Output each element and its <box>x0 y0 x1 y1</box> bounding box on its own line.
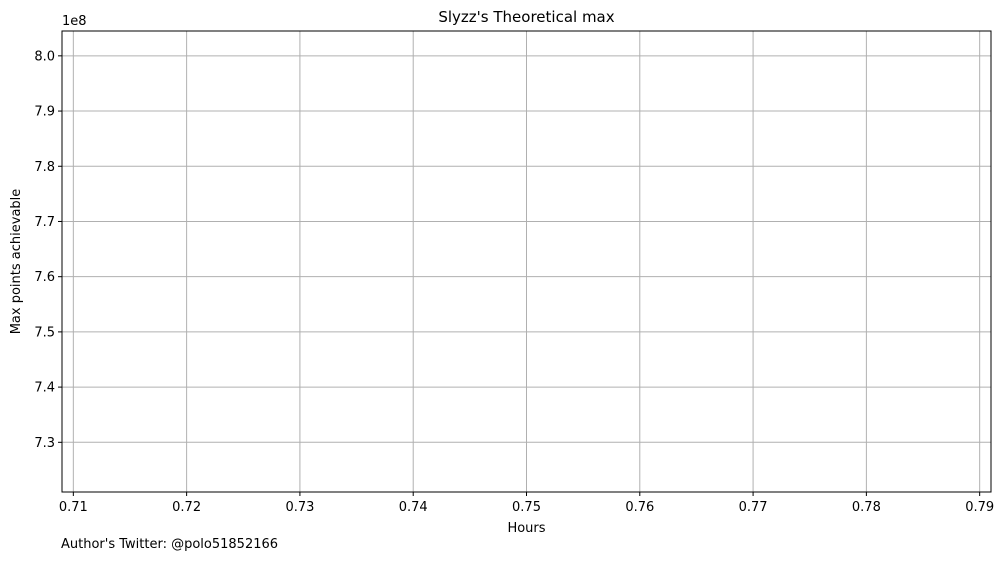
y-tick-label: 7.3 <box>34 436 55 451</box>
plot-frame <box>61 30 992 493</box>
x-tick-label: 0.74 <box>399 500 428 515</box>
author-footnote: Author's Twitter: @polo51852166 <box>61 537 279 552</box>
x-tick-label: 0.78 <box>852 500 881 515</box>
x-tick-label: 0.75 <box>512 500 541 515</box>
y-tick-label: 7.7 <box>34 215 55 230</box>
y-tick-label: 8.0 <box>34 49 55 64</box>
chart-title: Slyzz's Theoretical max <box>438 8 614 26</box>
y-tick-label: 7.5 <box>34 325 55 340</box>
y-axis-offset-text: 1e8 <box>62 14 87 29</box>
x-tick-label: 0.73 <box>285 500 314 515</box>
x-tick-label: 0.76 <box>625 500 654 515</box>
y-axis-ticks: 7.3 7.4 7.5 7.6 7.7 7.8 7.9 8.0 <box>34 49 62 451</box>
x-tick-label: 0.71 <box>59 500 88 515</box>
y-axis-title: Max points achievable <box>9 189 24 335</box>
y-tick-label: 7.8 <box>34 160 55 175</box>
grid-lines <box>62 31 991 492</box>
x-tick-label: 0.79 <box>965 500 994 515</box>
x-tick-label: 0.77 <box>739 500 768 515</box>
y-tick-label: 7.6 <box>34 270 55 285</box>
y-tick-label: 7.4 <box>34 381 55 396</box>
x-tick-label: 0.72 <box>172 500 201 515</box>
y-tick-label: 7.9 <box>34 105 55 120</box>
x-axis-ticks: 0.71 0.72 0.73 0.74 0.75 0.76 0.77 0.78 0.79 <box>59 492 994 515</box>
x-axis-title: Hours <box>507 521 545 536</box>
